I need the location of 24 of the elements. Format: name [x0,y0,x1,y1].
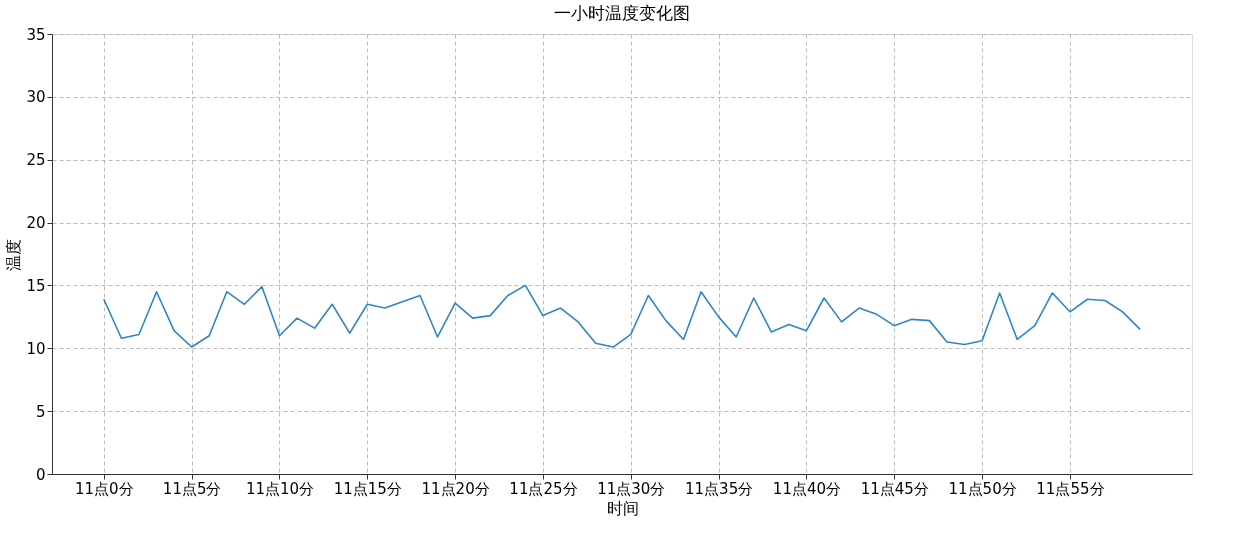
x-tick-label: 11点50分 [948,479,1017,498]
y-tick-label: 25 [26,151,46,170]
x-tick-label: 11点30分 [597,479,666,498]
y-axis-title: 温度 [4,238,24,271]
x-tick-label: 11点40分 [772,479,842,498]
x-tick-label: 11点55分 [1036,479,1105,498]
y-tick-label: 10 [26,339,46,358]
chart-title: 一小时温度变化图 [554,3,690,23]
y-tick-label: 0 [35,465,46,484]
x-tick-label: 11点5分 [162,479,222,498]
x-tick-label: 11点10分 [245,479,315,498]
y-tick-label: 30 [26,88,46,107]
y-tick-label: 15 [26,276,46,295]
x-tick-label: 11点35分 [685,479,754,498]
x-tick-label: 11点45分 [860,479,929,498]
x-tick-label: 11点0分 [75,479,134,498]
y-tick-label: 5 [35,402,46,421]
x-tick-label: 11点15分 [333,479,402,498]
y-tick-label: 20 [26,214,46,233]
line-series [103,284,1141,348]
x-axis-title: 时间 [606,498,639,518]
x-tick-label: 11点20分 [421,479,490,498]
x-tick-label: 11点25分 [509,479,578,498]
y-tick-label: 35 [26,25,46,44]
